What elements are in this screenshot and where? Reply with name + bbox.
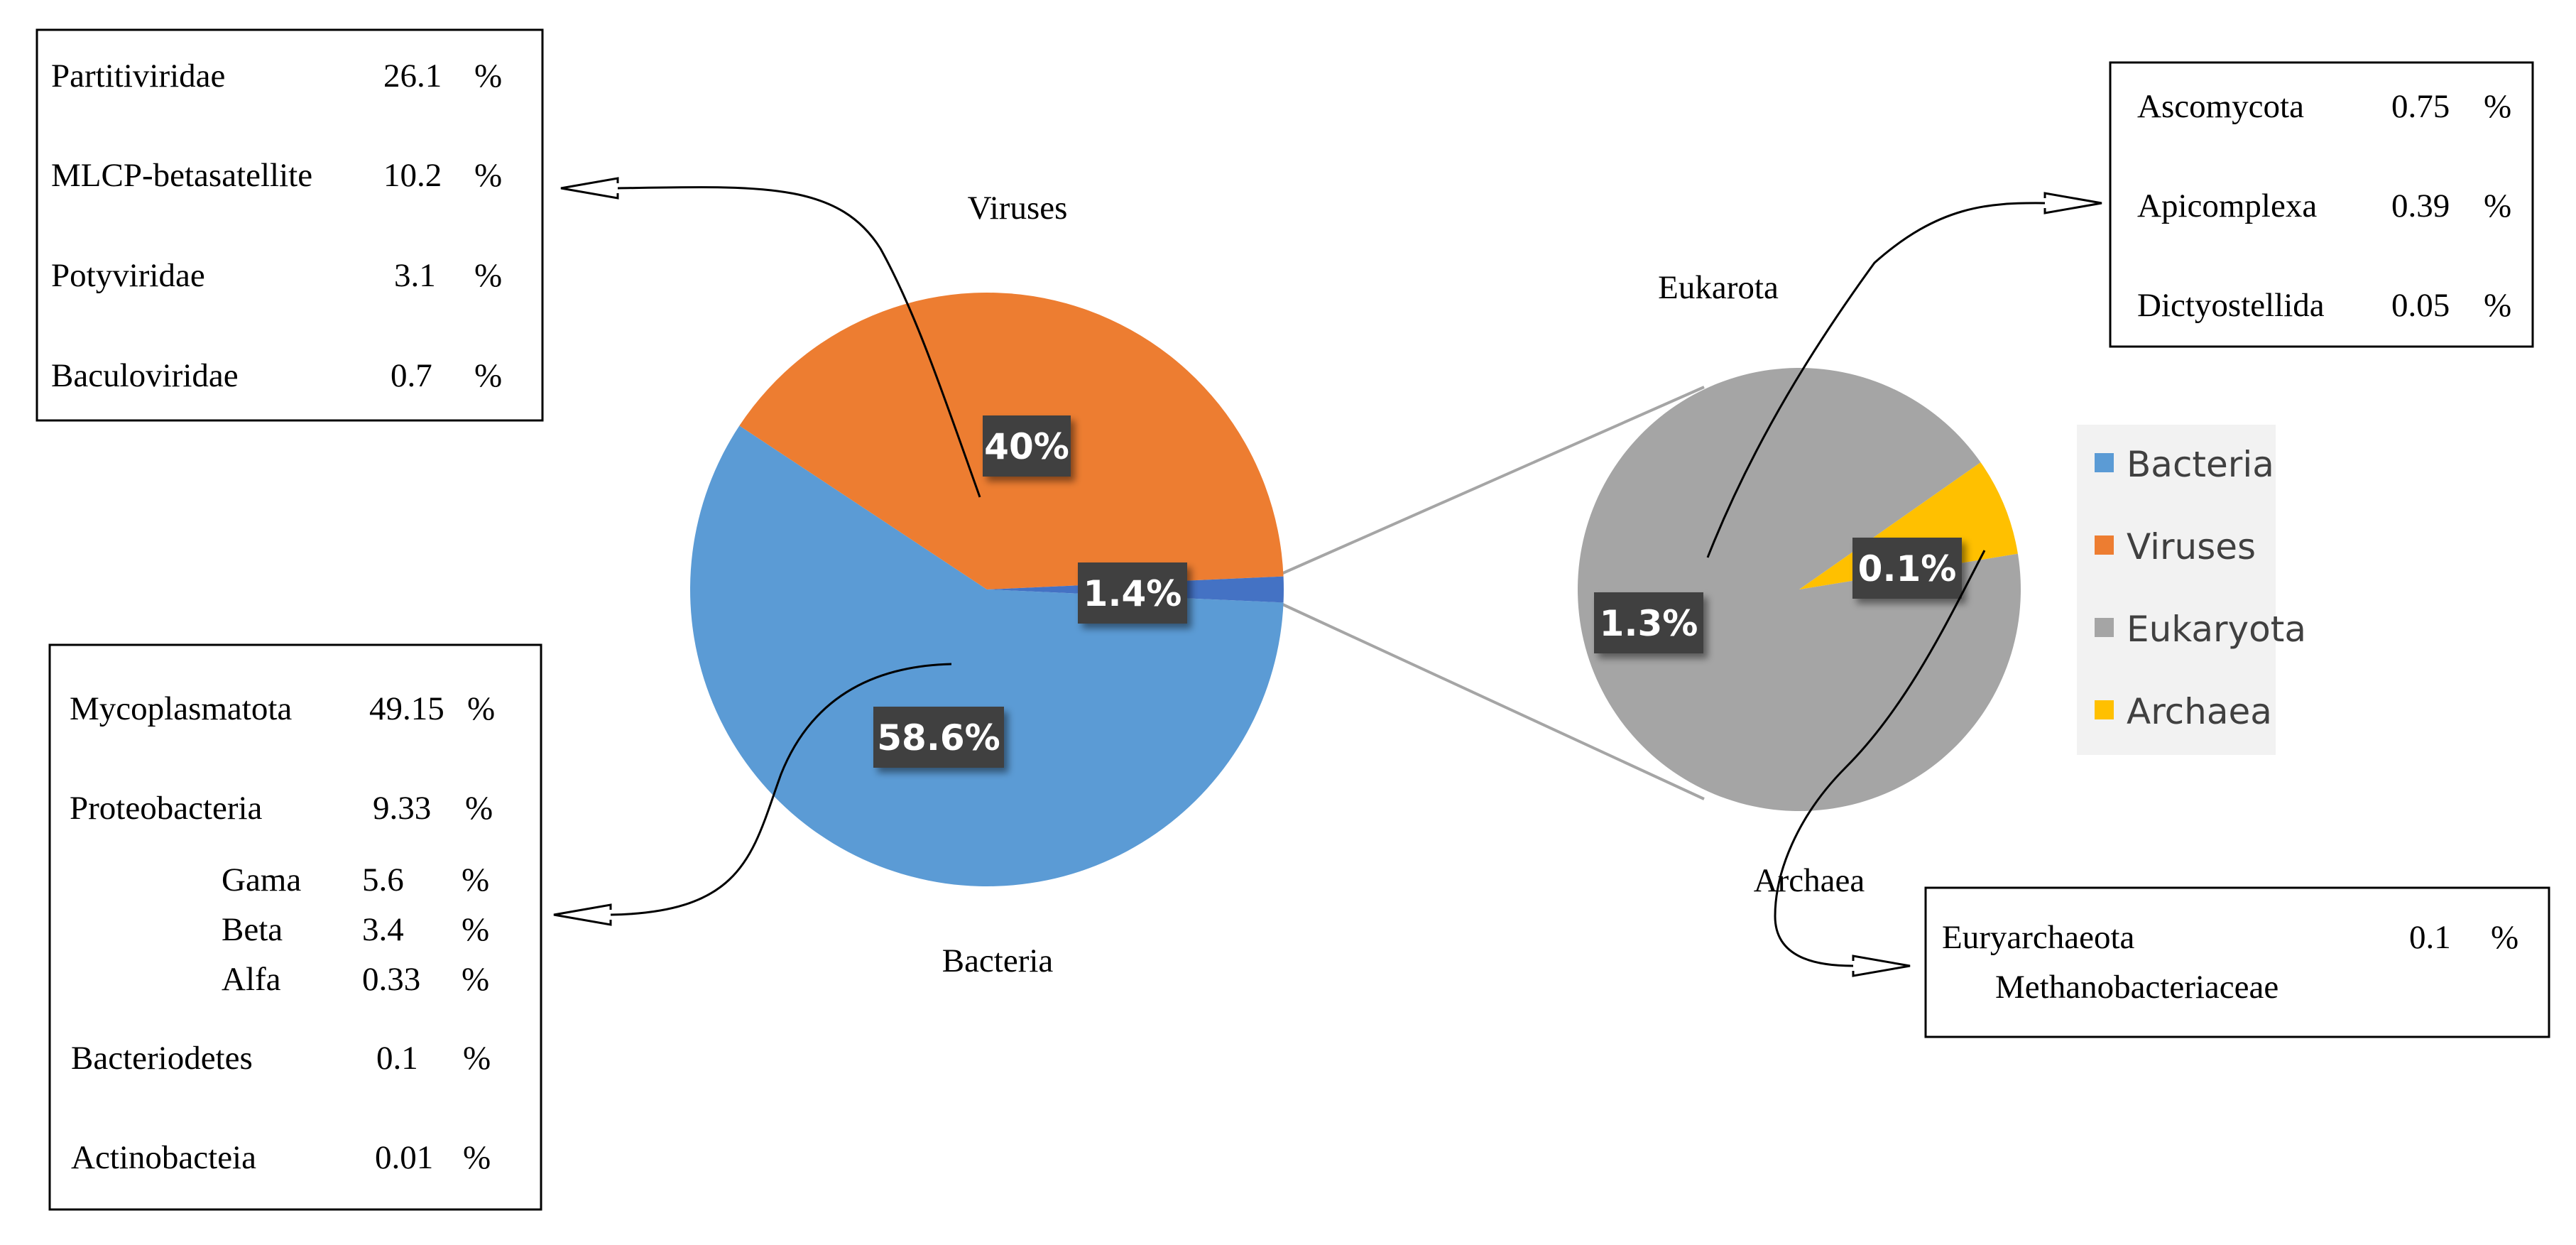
bar-of-pie-connector-bottom [1277,601,1705,800]
viruses-arrow-curve [617,186,981,498]
virus-name-mlcp: MLCP-betasatellite [51,157,312,194]
sub-archaea-data-label: 0.1% [1852,538,1962,599]
pie-slice-bacteria [690,425,1284,886]
archaea-box-border [1924,886,2550,1038]
category-label-archaea: Archaea [1754,862,1865,899]
secondary-pie: 1.3% 0.1% [1577,368,2021,812]
eukaryota-taxa-box: Ascomycota 0.75 % Apicomplexa 0.39 % Dic… [2109,61,2534,348]
bacteria-box-border [48,643,542,1211]
eukaryota-name-dictyostellida: Dictyostellida [2137,287,2325,324]
eukaryota-name-apicomplexa: Apicomplexa [2137,187,2317,224]
sub-eukaryota-data-label-bg [1594,592,1703,653]
sub-archaea-data-label-bg [1852,538,1962,599]
bacteria-name-gama: Gama [222,861,301,898]
main-bacteria-data-label: 58.6% [873,707,1004,768]
bacteria-name-bacteriodetes: Bacteriodetes [71,1040,253,1077]
archaea-phylum: Euryarchaeota [1942,919,2135,956]
legend-label-archaea: Archaea [2127,691,2272,732]
sub-archaea-data-label-text: 0.1% [1858,548,1957,589]
bacteria-name-proteobacteria: Proteobacteria [70,790,263,827]
eukaryota-unit-apicomplexa: % [2484,187,2511,224]
legend-swatch-bacteria [2095,453,2114,472]
bacteria-name-alfa: Alfa [222,961,281,998]
legend-label-bacteria: Bacteria [2127,444,2274,485]
bacteria-value-mycoplasmatota: 49.15 [369,690,444,727]
virus-name-baculoviridae: Baculoviridae [51,357,239,394]
legend-swatch-viruses [2095,535,2114,555]
sub-eukaryota-data-label-text: 1.3% [1600,603,1698,644]
virus-unit-potyviridae: % [474,257,502,294]
legend-label-viruses: Viruses [2127,526,2256,567]
bacteria-name-actinobacteia: Actinobacteia [71,1139,256,1176]
main-viruses-data-label-text: 40% [984,426,1069,467]
virus-unit-baculoviridae: % [474,357,502,394]
archaea-taxa-box: Euryarchaeota 0.1 % Methanobacteriaceae [1924,886,2550,1038]
bacteria-value-actinobacteia: 0.01 [375,1139,433,1176]
bacteria-arrow-head [553,903,612,926]
virus-value-baculoviridae: 0.7 [391,357,432,394]
main-eukaryota-archaea-data-label: 1.4% [1078,562,1187,624]
bacteria-unit-gama: % [462,861,489,898]
category-label-eukarota: Eukarota [1658,269,1779,306]
viruses-arrow-head [560,177,619,200]
virus-name-partitiviridae: Partitiviridae [51,58,225,94]
bar-of-pie-connector-top [1277,386,1705,577]
eukaryota-value-dictyostellida: 0.05 [2391,287,2450,324]
bacteria-unit-proteobacteria: % [465,790,493,827]
sub-eukaryota-data-label: 1.3% [1594,592,1703,653]
main-pie: 58.6% 40% 1.4% [690,292,1284,886]
bacteria-unit-alfa: % [462,961,489,998]
bacteria-name-beta: Beta [222,911,283,948]
bacteria-value-beta: 3.4 [362,911,404,948]
bacteria-value-gama: 5.6 [362,861,404,898]
virus-unit-mlcp: % [474,157,502,194]
eukaryota-value-apicomplexa: 0.39 [2391,187,2450,224]
eukaryota-box-border [2109,61,2534,348]
virus-name-potyviridae: Potyviridae [51,257,205,294]
main-viruses-data-label-bg [983,415,1071,477]
legend-swatch-archaea [2095,700,2114,719]
eukaryota-name-ascomycota: Ascomycota [2137,88,2304,125]
bacteria-value-alfa: 0.33 [362,961,420,998]
legend-label-eukaryota: Eukaryota [2127,609,2306,650]
eukaryota-unit-dictyostellida: % [2484,287,2511,324]
bacteria-unit-mycoplasmatota: % [467,690,495,727]
category-label-bacteria: Bacteria [942,942,1054,979]
main-viruses-data-label: 40% [983,415,1071,477]
archaea-unit: % [2491,919,2518,956]
pie-slice-eukaryota [1577,368,2021,812]
legend-background [2077,425,2276,755]
main-eukaryota-archaea-data-label-text: 1.4% [1084,573,1182,614]
eukaryota-unit-ascomycota: % [2484,88,2511,125]
bacteria-unit-bacteriodetes: % [463,1040,491,1077]
archaea-arrow-head [1852,955,1911,977]
archaea-arrow-curve [1774,550,1986,967]
virus-unit-partitiviridae: % [474,58,502,94]
eukaryota-arrow-head [2043,192,2102,214]
bacteria-value-bacteriodetes: 0.1 [376,1040,418,1077]
legend: Bacteria Viruses Eukaryota Archaea [2077,425,2306,755]
archaea-family: Methanobacteriaceae [1995,969,2278,1006]
viruses-taxa-box: Partitiviridae 26.1 % MLCP-betasatellite… [36,28,544,422]
eukaryota-arrow-curve [1706,202,2046,558]
eukaryota-value-ascomycota: 0.75 [2391,88,2450,125]
virus-value-mlcp: 10.2 [383,157,442,194]
archaea-value: 0.1 [2409,919,2451,956]
main-bacteria-data-label-text: 58.6% [877,717,1000,759]
virus-value-partitiviridae: 26.1 [383,58,442,94]
category-label-viruses: Viruses [968,190,1068,227]
bacteria-value-proteobacteria: 9.33 [373,790,431,827]
bacteria-arrow-curve [610,663,952,916]
bacteria-taxa-box: Mycoplasmatota 49.15 % Proteobacteria 9.… [48,643,542,1211]
bacteria-unit-beta: % [462,911,489,948]
viruses-box-border [36,28,544,422]
bacteria-unit-actinobacteia: % [463,1139,491,1176]
main-bacteria-data-label-bg [873,707,1004,768]
bacteria-name-mycoplasmatota: Mycoplasmatota [70,690,292,727]
main-eukaryota-archaea-data-label-bg [1078,562,1187,624]
virus-value-potyviridae: 3.1 [394,257,436,294]
legend-swatch-eukaryota [2095,618,2114,637]
